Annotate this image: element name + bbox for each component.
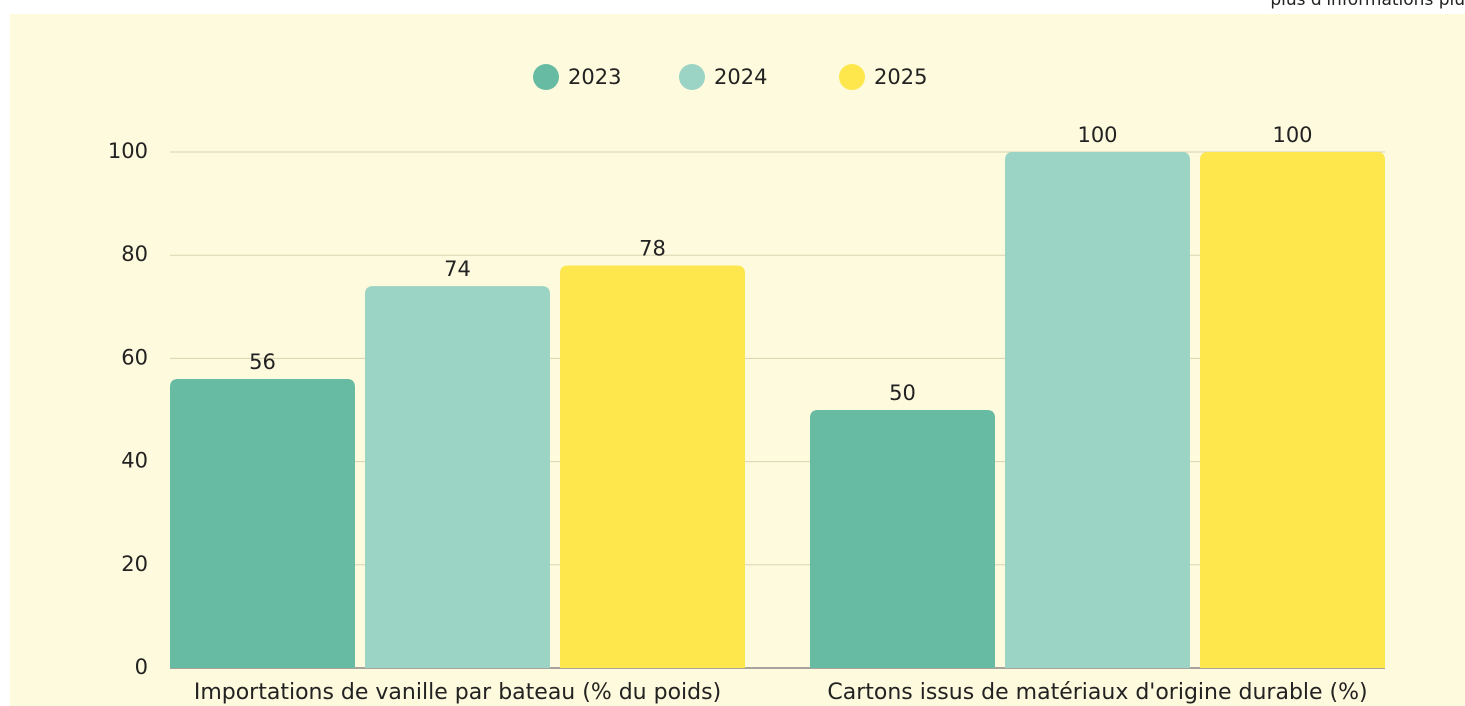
bar <box>810 410 995 668</box>
value-label: 100 <box>1272 123 1312 147</box>
info-note: plus d'informations plu <box>1270 0 1465 10</box>
x-tick-label: Cartons issus de matériaux d'origine dur… <box>827 680 1367 705</box>
bar <box>560 265 745 668</box>
bar <box>1200 152 1385 668</box>
legend-swatch <box>839 64 865 90</box>
y-tick-label: 60 <box>121 345 148 369</box>
bar <box>170 379 355 668</box>
legend-swatch <box>679 64 705 90</box>
bar <box>365 286 550 668</box>
value-label: 74 <box>444 257 471 281</box>
legend-swatch <box>533 64 559 90</box>
value-label: 56 <box>249 350 276 374</box>
value-label: 50 <box>889 381 916 405</box>
y-tick-label: 80 <box>121 242 148 266</box>
x-tick-label: Importations de vanille par bateau (% du… <box>194 680 721 705</box>
y-tick-label: 100 <box>108 139 148 163</box>
y-tick-label: 20 <box>121 552 148 576</box>
legend-label: 2023 <box>568 65 621 89</box>
y-tick-label: 40 <box>121 449 148 473</box>
y-tick-label: 0 <box>135 655 148 679</box>
bar <box>1005 152 1190 668</box>
legend-label: 2025 <box>874 65 927 89</box>
legend-label: 2024 <box>714 65 767 89</box>
value-label: 78 <box>639 237 666 261</box>
value-label: 100 <box>1077 123 1117 147</box>
